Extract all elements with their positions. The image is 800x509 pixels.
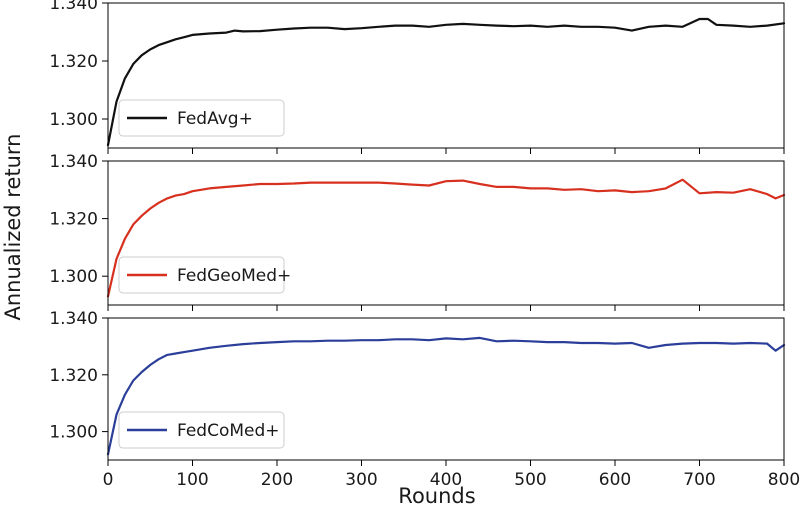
x-tick-label: 800	[768, 470, 800, 490]
legend: FedGeoMed+	[118, 256, 291, 294]
x-axis-label: Rounds	[398, 484, 475, 508]
y-tick-label: 1.320	[49, 52, 98, 72]
y-axis-label: Annualized return	[1, 134, 25, 321]
legend-box	[118, 99, 285, 137]
series-line-2	[106, 178, 786, 298]
y-tick-label: 1.300	[49, 267, 98, 287]
legend: FedAvg+	[118, 99, 285, 137]
x-tick-label: 500	[514, 470, 546, 490]
series-line-1	[106, 17, 786, 147]
y-tick-label: 1.340	[49, 309, 98, 329]
x-tick-label: 200	[261, 470, 293, 490]
legend-label: FedCoMed+	[177, 421, 280, 441]
panel-3: 1.300 1.320 1.340 0 100 200 300 400 500 600 700 800…	[49, 309, 800, 490]
x-tick-label: 100	[176, 470, 208, 490]
x-tick-label: 0	[103, 470, 114, 490]
legend-label: FedAvg+	[177, 109, 253, 129]
panel-2: 1.300 1.320 1.340 FedGeoMed+	[49, 152, 786, 311]
y-tick-label: 1.320	[49, 366, 98, 386]
panel-1: 1.300 1.320 1.340 FedAvg+	[49, 0, 786, 154]
legend-box	[118, 411, 285, 449]
x-tick-label: 600	[599, 470, 631, 490]
legend-box	[118, 256, 285, 294]
series-line-3	[106, 336, 786, 456]
y-tick-label: 1.340	[49, 152, 98, 172]
y-tick-label: 1.300	[49, 423, 98, 443]
y-tick-label: 1.320	[49, 210, 98, 230]
x-tick-label: 700	[683, 470, 715, 490]
legend: FedCoMed+	[118, 411, 285, 449]
x-tick-label: 300	[345, 470, 377, 490]
y-tick-label: 1.300	[49, 110, 98, 130]
x-tick-label: 400	[430, 470, 462, 490]
panels-layer: 1.300 1.320 1.340 FedAvg+ 1.300 1.320 1.340 Fed…	[49, 0, 800, 490]
y-tick-label: 1.340	[49, 0, 98, 14]
legend-label: FedGeoMed+	[177, 266, 291, 286]
